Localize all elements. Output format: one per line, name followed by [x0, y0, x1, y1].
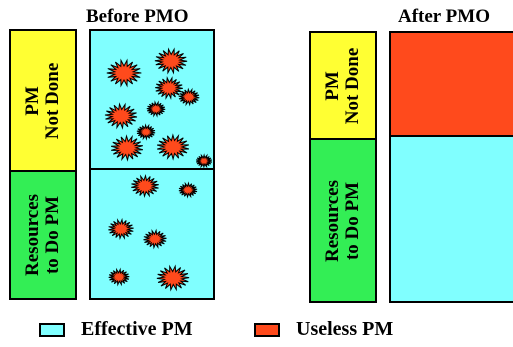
legend-effective: Effective PM: [39, 318, 193, 341]
after-effective-pm-block: [389, 135, 513, 303]
useless-pm-bursts: [104, 47, 213, 292]
useless-pm-burst: [156, 264, 190, 292]
before-pm-not-done-label: PM Not Done: [22, 62, 63, 139]
useless-pm-burst: [108, 217, 134, 241]
useless-pm-burst: [146, 100, 166, 118]
useless-pm-burst: [195, 153, 213, 169]
before-pm-panel: [89, 29, 215, 300]
before-resources-label: Resources to Do PM: [22, 194, 63, 276]
useless-pm-burst: [178, 87, 200, 107]
legend-effective-label: Effective PM: [81, 318, 193, 340]
useless-pm-burst: [131, 174, 159, 198]
useless-pm-burst: [154, 47, 188, 75]
legend-useless-swatch: [254, 322, 280, 337]
useless-pm-burst: [155, 76, 183, 100]
legend-useless-label: Useless PM: [296, 318, 394, 340]
useless-pm-burst: [108, 267, 130, 287]
useless-pm-burst: [110, 134, 144, 162]
useless-pm-burst: [104, 102, 138, 130]
after-pm-not-done-box: PM Not Done: [309, 31, 377, 140]
before-panel-divider: [91, 168, 213, 170]
useless-pm-burst: [156, 133, 190, 161]
useless-pm-burst: [106, 58, 142, 88]
before-resources-box: Resources to Do PM: [9, 170, 77, 300]
legend-useless: Useless PM: [254, 318, 393, 341]
legend-effective-swatch: [39, 322, 65, 337]
useless-pm-burst: [136, 123, 156, 141]
after-title: After PMO: [398, 6, 490, 27]
before-title: Before PMO: [86, 6, 189, 27]
useless-pm-burst: [178, 181, 198, 199]
before-pm-not-done-box: PM Not Done: [9, 29, 77, 172]
after-resources-label: Resources to Do PM: [322, 179, 363, 262]
after-resources-box: Resources to Do PM: [309, 138, 377, 303]
after-useless-pm-block: [389, 31, 513, 137]
useless-pm-burst: [143, 228, 167, 250]
after-pm-not-done-label: PM Not Done: [322, 47, 363, 124]
